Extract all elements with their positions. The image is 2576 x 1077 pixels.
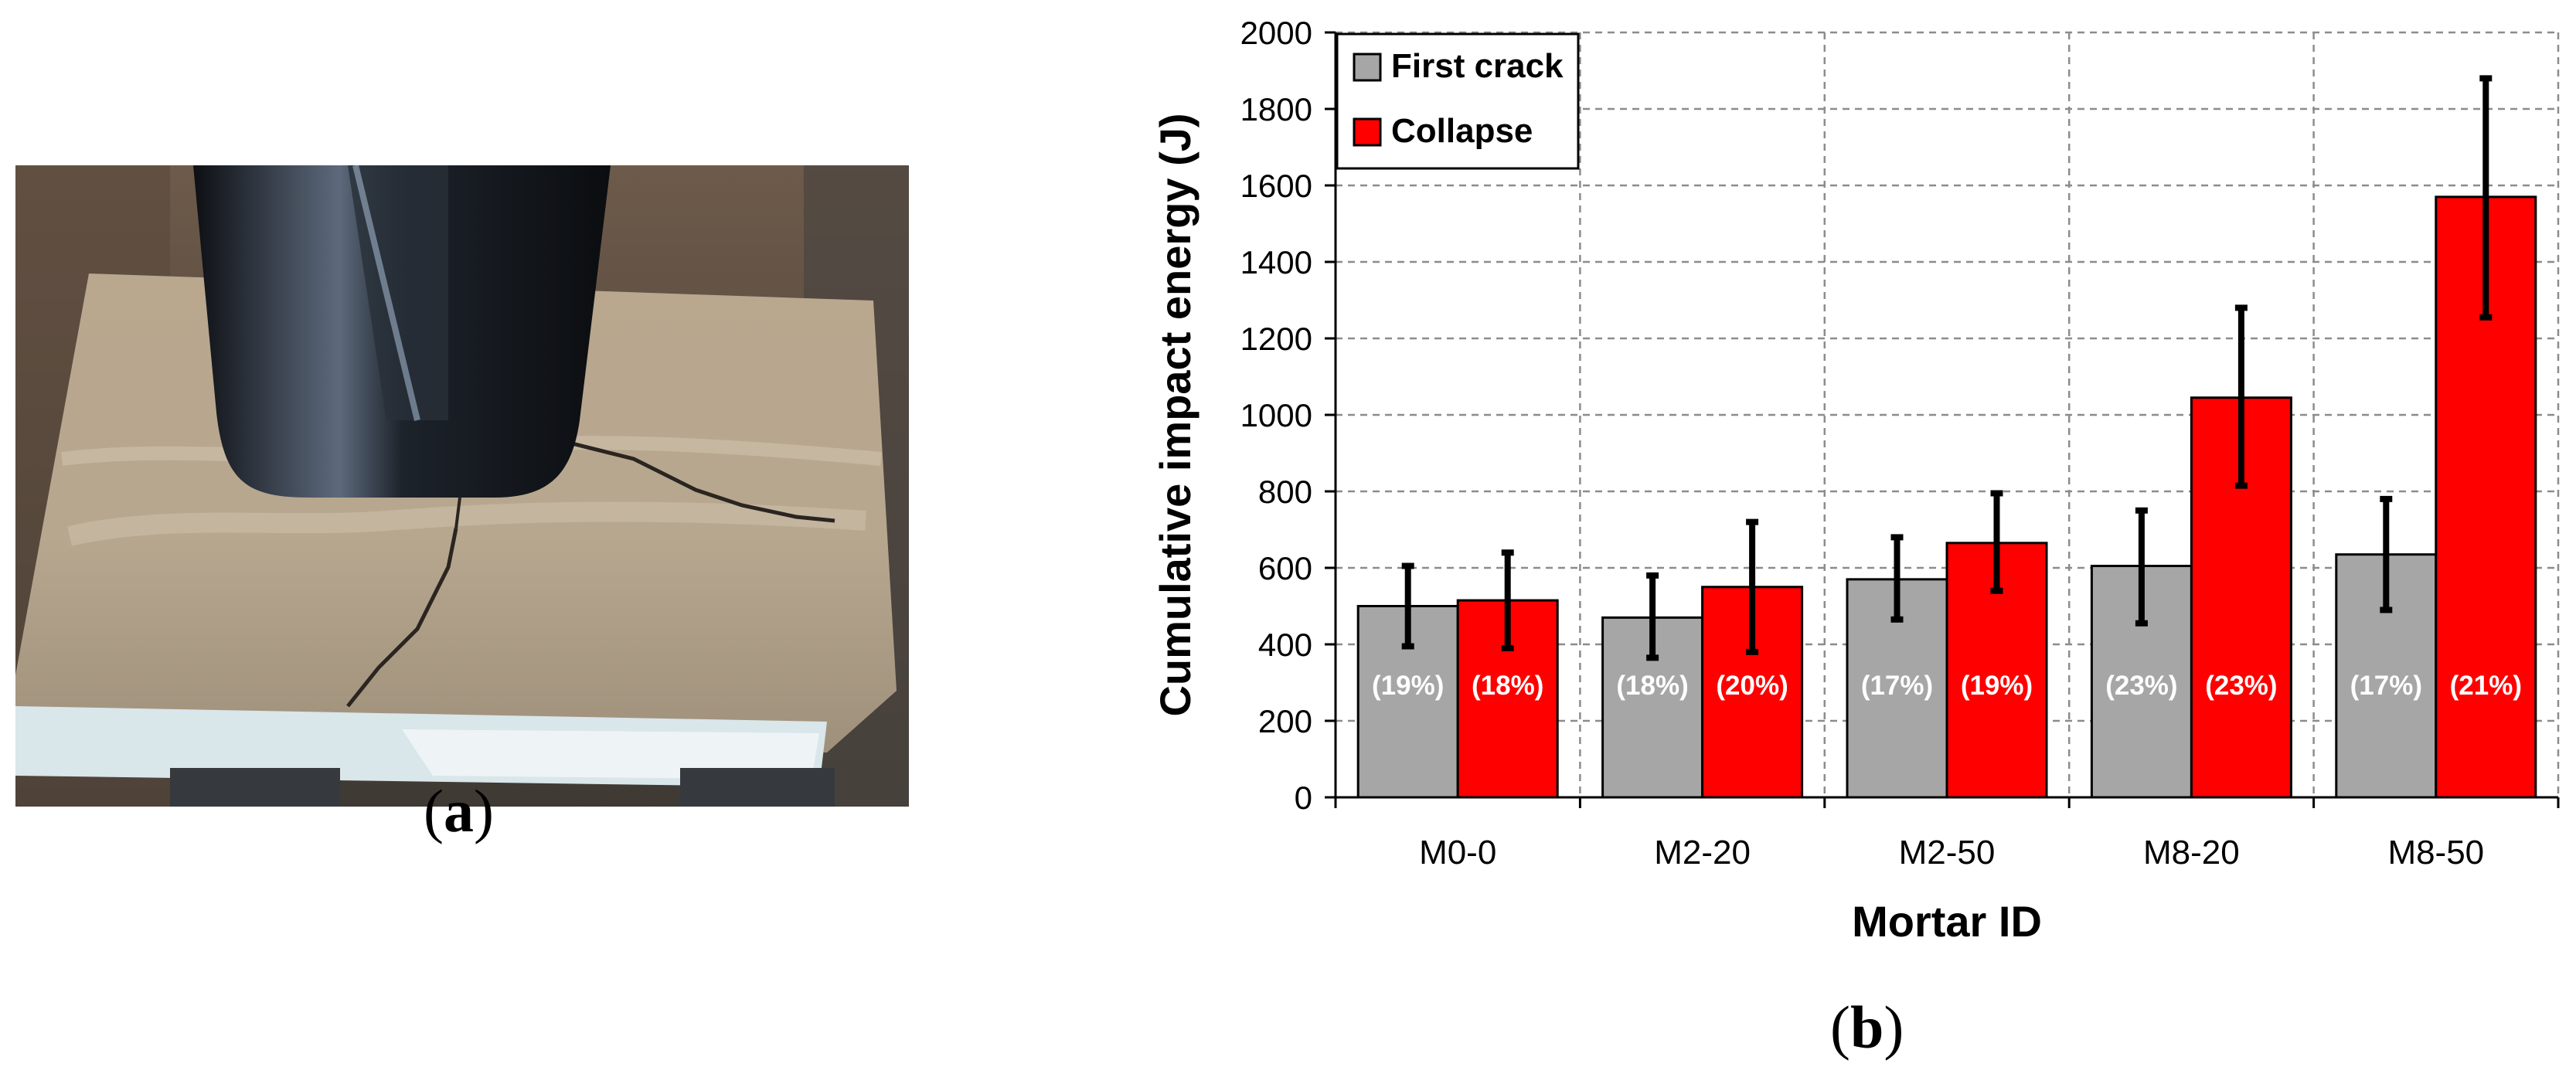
panel-label-b: (b)	[1830, 994, 1904, 1061]
x-tick-label: M8-50	[2387, 834, 2484, 871]
legend-swatch	[1353, 53, 1382, 82]
y-tick-label: 400	[1258, 627, 1312, 663]
legend-label: First crack	[1391, 47, 1564, 85]
y-tick-label: 1400	[1240, 244, 1312, 280]
bar-percent-label: (18%)	[1472, 671, 1543, 701]
y-tick-label: 600	[1258, 550, 1312, 586]
x-axis-title: Mortar ID	[1852, 897, 2042, 946]
y-tick-label: 200	[1258, 703, 1312, 739]
legend-swatch	[1353, 117, 1382, 147]
y-axis-title: Cumulative impact energy (J)	[1151, 113, 1200, 716]
panel-label-a: (a)	[424, 777, 494, 844]
bar-percent-label: (20%)	[1716, 671, 1788, 701]
bar-percent-label: (18%)	[1616, 671, 1688, 701]
chart-legend: First crack Collapse	[1336, 32, 1580, 170]
bar-percent-label: (21%)	[2450, 671, 2522, 701]
bar-percent-label: (17%)	[1861, 671, 1933, 701]
x-tick-label: M0-0	[1419, 834, 1496, 871]
y-tick-label: 1800	[1240, 91, 1312, 127]
bar-percent-label: (23%)	[2105, 671, 2177, 701]
bar-percent-label: (19%)	[1372, 671, 1444, 701]
y-tick-label: 0	[1295, 780, 1312, 816]
x-tick-label: M8-20	[2143, 834, 2240, 871]
y-tick-label: 1000	[1240, 397, 1312, 433]
bar-percent-label: (23%)	[2205, 671, 2277, 701]
y-tick-label: 1200	[1240, 321, 1312, 357]
x-tick-label: M2-50	[1899, 834, 1996, 871]
chart-labels: (19%) (18%) M0-0 (18%) (20%) M2-20 (17%) (19%) M…	[1151, 15, 2522, 946]
chart-error-bars	[1401, 75, 2493, 661]
bar-percent-label: (19%)	[1961, 671, 2033, 701]
y-tick-label: 800	[1258, 474, 1312, 510]
y-tick-label: 2000	[1240, 15, 1312, 51]
legend-label: Collapse	[1391, 112, 1533, 150]
chart-axes	[1325, 31, 2560, 808]
impact-test-photo	[15, 165, 909, 807]
bar-percent-label: (17%)	[2350, 671, 2422, 701]
x-tick-label: M2-20	[1654, 834, 1751, 871]
y-tick-label: 1600	[1240, 168, 1312, 204]
